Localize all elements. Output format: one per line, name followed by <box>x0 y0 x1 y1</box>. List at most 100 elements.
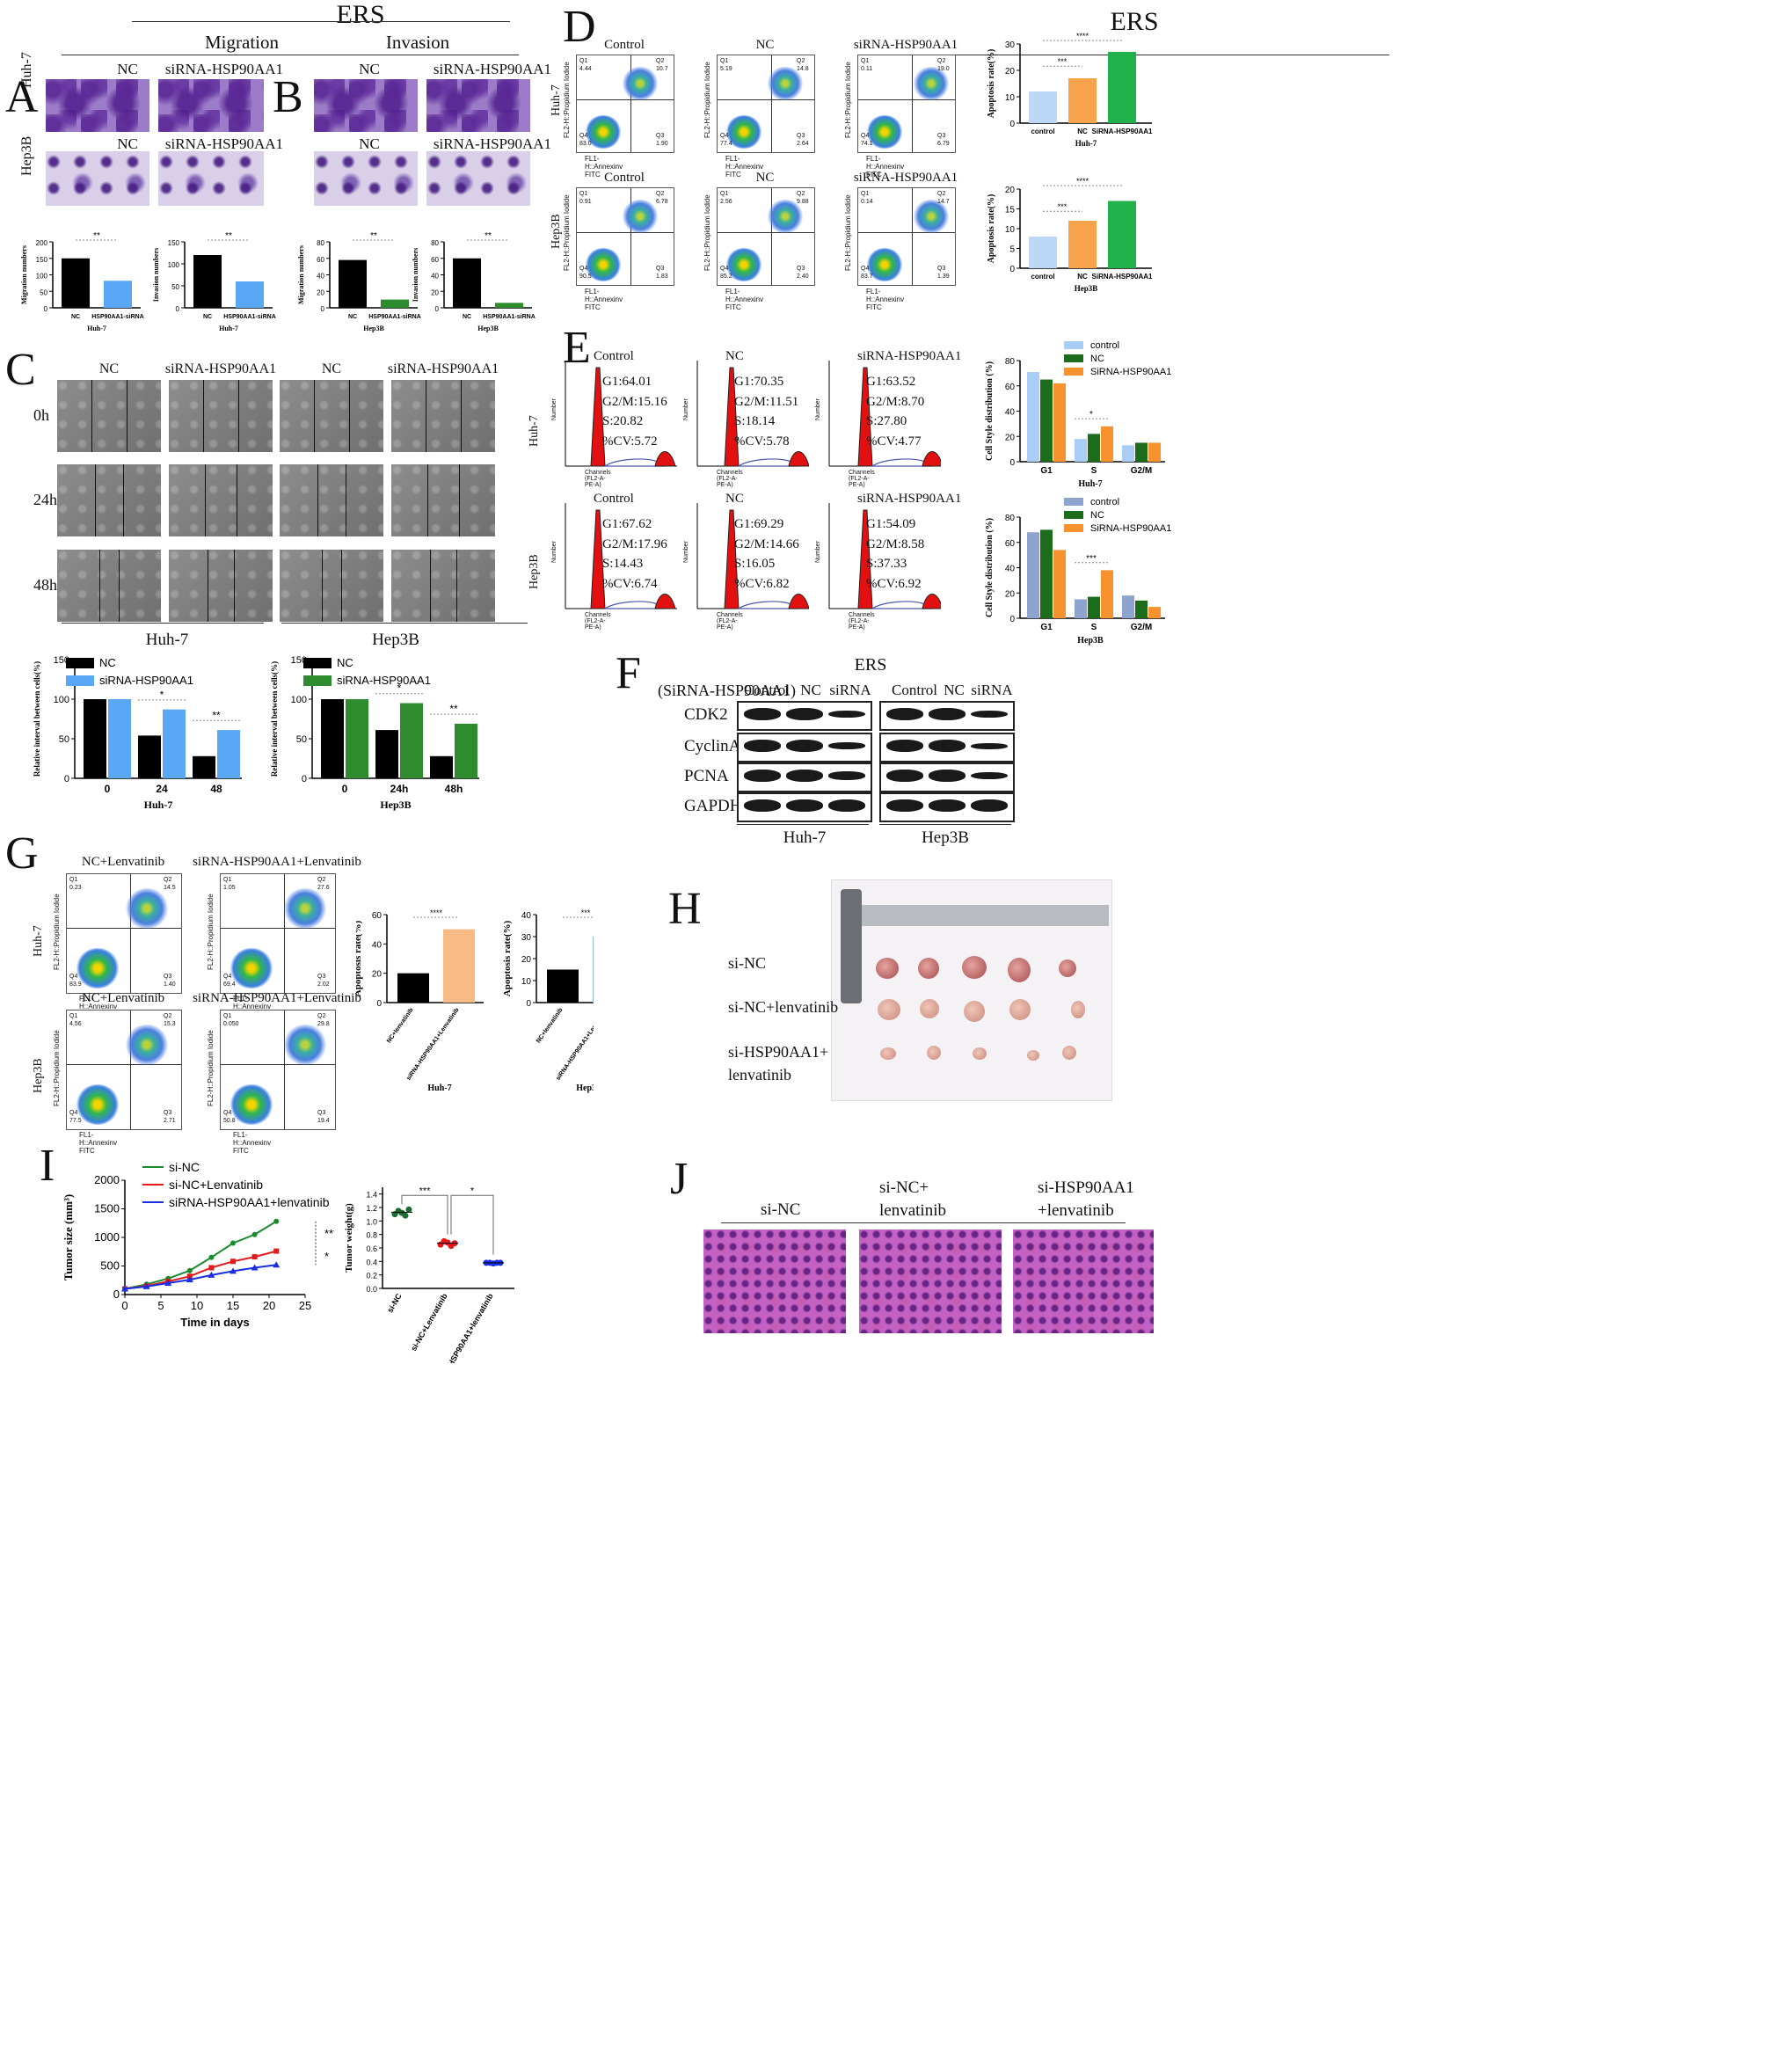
scratch-edge <box>95 464 96 536</box>
quadrant-value: 83.9 <box>69 981 82 988</box>
quadrant-name: Q1 <box>861 191 870 197</box>
quadrant-value: 1.90 <box>656 141 668 147</box>
sig-label: ** <box>449 703 458 715</box>
data-point <box>164 1280 172 1286</box>
bar <box>108 699 131 778</box>
sig-label: *** <box>1058 202 1068 211</box>
flow-plot: Q1 0.91 Q2 6.78 Q4 90.5 Q3 1.83 <box>576 187 674 286</box>
protein-band <box>886 708 923 720</box>
quadrant-name: Q2 <box>797 58 805 64</box>
lane-label: NC <box>944 682 965 698</box>
y-axis-label: Tumor weight(g) <box>344 1203 354 1273</box>
g1-peak <box>857 509 873 609</box>
x-axis-label: Hep3B <box>576 1083 594 1093</box>
bar-chart: 0 50 100 150 Relative interval between cells… <box>270 655 479 811</box>
scratch-image <box>57 464 161 536</box>
protein-label: GAPDH <box>684 797 742 815</box>
quadrant-name: Q4 <box>861 266 870 272</box>
bar <box>104 281 132 308</box>
quadrant-name: Q1 <box>69 877 78 883</box>
tumor <box>1059 959 1076 977</box>
flow-plot: Q1 0.14 Q2 14.7 Q4 83.7 Q3 1.39 <box>857 187 956 286</box>
legend-label: si-NC+Lenvatinib <box>169 1178 263 1192</box>
cell-cluster <box>865 115 903 149</box>
quadrant-value: 6.79 <box>937 141 950 147</box>
h-label-sinc-len: si-NC+lenvatinib <box>728 998 839 1016</box>
cycle-stats: G1:69.29 G2/M:14.66 S:16.05 %CV:6.82 <box>734 517 799 591</box>
sig-label: *** <box>1086 554 1097 564</box>
ers-title-ab: ERS <box>336 0 385 29</box>
tumor <box>878 999 900 1020</box>
y-tick-label: 150 <box>291 655 307 666</box>
flow-plot: Q1 1.05 Q2 27.6 Q4 69.4 Q3 2.02 <box>220 873 336 994</box>
bar <box>193 255 222 308</box>
legend-label: siRNA-HSP90AA1 <box>99 674 193 687</box>
data-point <box>251 1231 258 1237</box>
scratch-image <box>391 380 495 452</box>
x-tick-label: siRNA-HSP90AA1+Lenvatinib <box>555 1007 594 1082</box>
y-tick-label: 0 <box>435 305 440 313</box>
sig-label: ** <box>93 231 100 241</box>
e-col-label: Control <box>594 492 634 506</box>
g1-peak <box>724 509 740 609</box>
y-tick-label: 1000 <box>94 1230 120 1244</box>
protein-band <box>929 799 966 812</box>
y-axis-label: FL2-H::Propidium Iodide <box>703 194 711 271</box>
sig-label: ** <box>370 231 377 241</box>
quadrant-value: 50.8 <box>223 1118 236 1124</box>
y-axis-label: Apoptosis rate(%) <box>987 194 996 264</box>
y-tick-label: 1.0 <box>366 1217 377 1226</box>
sig-label: *** <box>324 1227 334 1240</box>
data-point <box>208 1254 215 1260</box>
b-nc-label-2: NC <box>359 135 380 152</box>
j-label-sinc-plus: si-NC+ <box>879 1178 929 1197</box>
x-tick-label: 0 <box>121 1299 128 1312</box>
bar-chart: 0 10 20 30 Apoptosis rate(%) control NC SiRNA-H… <box>987 32 1153 148</box>
g1-peak <box>590 367 606 467</box>
y-tick-label: 60 <box>317 256 324 264</box>
protein-band <box>971 710 1008 719</box>
legend-swatch <box>66 675 94 686</box>
quadrant-name: Q4 <box>579 133 588 139</box>
y-tick-label: 50 <box>171 283 179 291</box>
x-tick-label: NC+lenvatinib <box>536 1007 565 1044</box>
j-label-len: lenvatinib <box>879 1201 946 1220</box>
bar <box>593 937 594 1003</box>
y-tick-label: 0.4 <box>366 1258 377 1266</box>
a-huh7-si-image <box>158 79 264 132</box>
e-col-label: NC <box>725 492 744 506</box>
x-tick-label: G2/M <box>1131 623 1152 632</box>
quadrant-name: Q2 <box>656 191 665 197</box>
f-group-label: Hep3B <box>922 828 969 847</box>
scratch-image <box>57 550 161 622</box>
a-nc-label-2: NC <box>117 135 138 152</box>
gate-line <box>129 1010 131 1129</box>
y-tick-label: 0 <box>526 999 531 1009</box>
y-tick-label: 40 <box>372 940 383 950</box>
quadrant-value: 74.1 <box>861 141 873 147</box>
legend-label: SiRNA-HSP90AA1 <box>1090 523 1171 534</box>
y-axis-label: Apoptosis rate(%) <box>502 920 513 996</box>
quadrant-name: Q3 <box>656 266 665 272</box>
bar <box>453 258 481 308</box>
x-tick-label: S <box>1091 623 1097 632</box>
y-tick-label: 20 <box>1005 433 1016 442</box>
migration-title: Migration <box>205 32 279 53</box>
quadrant-name: Q2 <box>317 1013 326 1019</box>
g1-peak <box>857 367 873 467</box>
x-tick-label: si-NC <box>385 1292 404 1315</box>
y-axis-label: FL2-H::Propidium Iodide <box>844 194 852 271</box>
protein-label: CyclinA <box>684 737 741 755</box>
x-tick-label: 0 <box>105 783 111 795</box>
quadrant-name: Q1 <box>720 191 729 197</box>
y-tick-label: 150 <box>36 256 48 264</box>
lane-label: Control <box>744 682 790 698</box>
bar <box>1101 570 1113 618</box>
e-row-label: Hep3B <box>528 554 541 589</box>
protein-band <box>971 742 1008 749</box>
x-tick-label: NC <box>463 314 471 320</box>
legend-label: NC <box>1090 510 1104 521</box>
legend-swatch <box>1064 524 1083 532</box>
data-point <box>251 1264 259 1271</box>
y-tick-label: 0 <box>44 305 48 313</box>
